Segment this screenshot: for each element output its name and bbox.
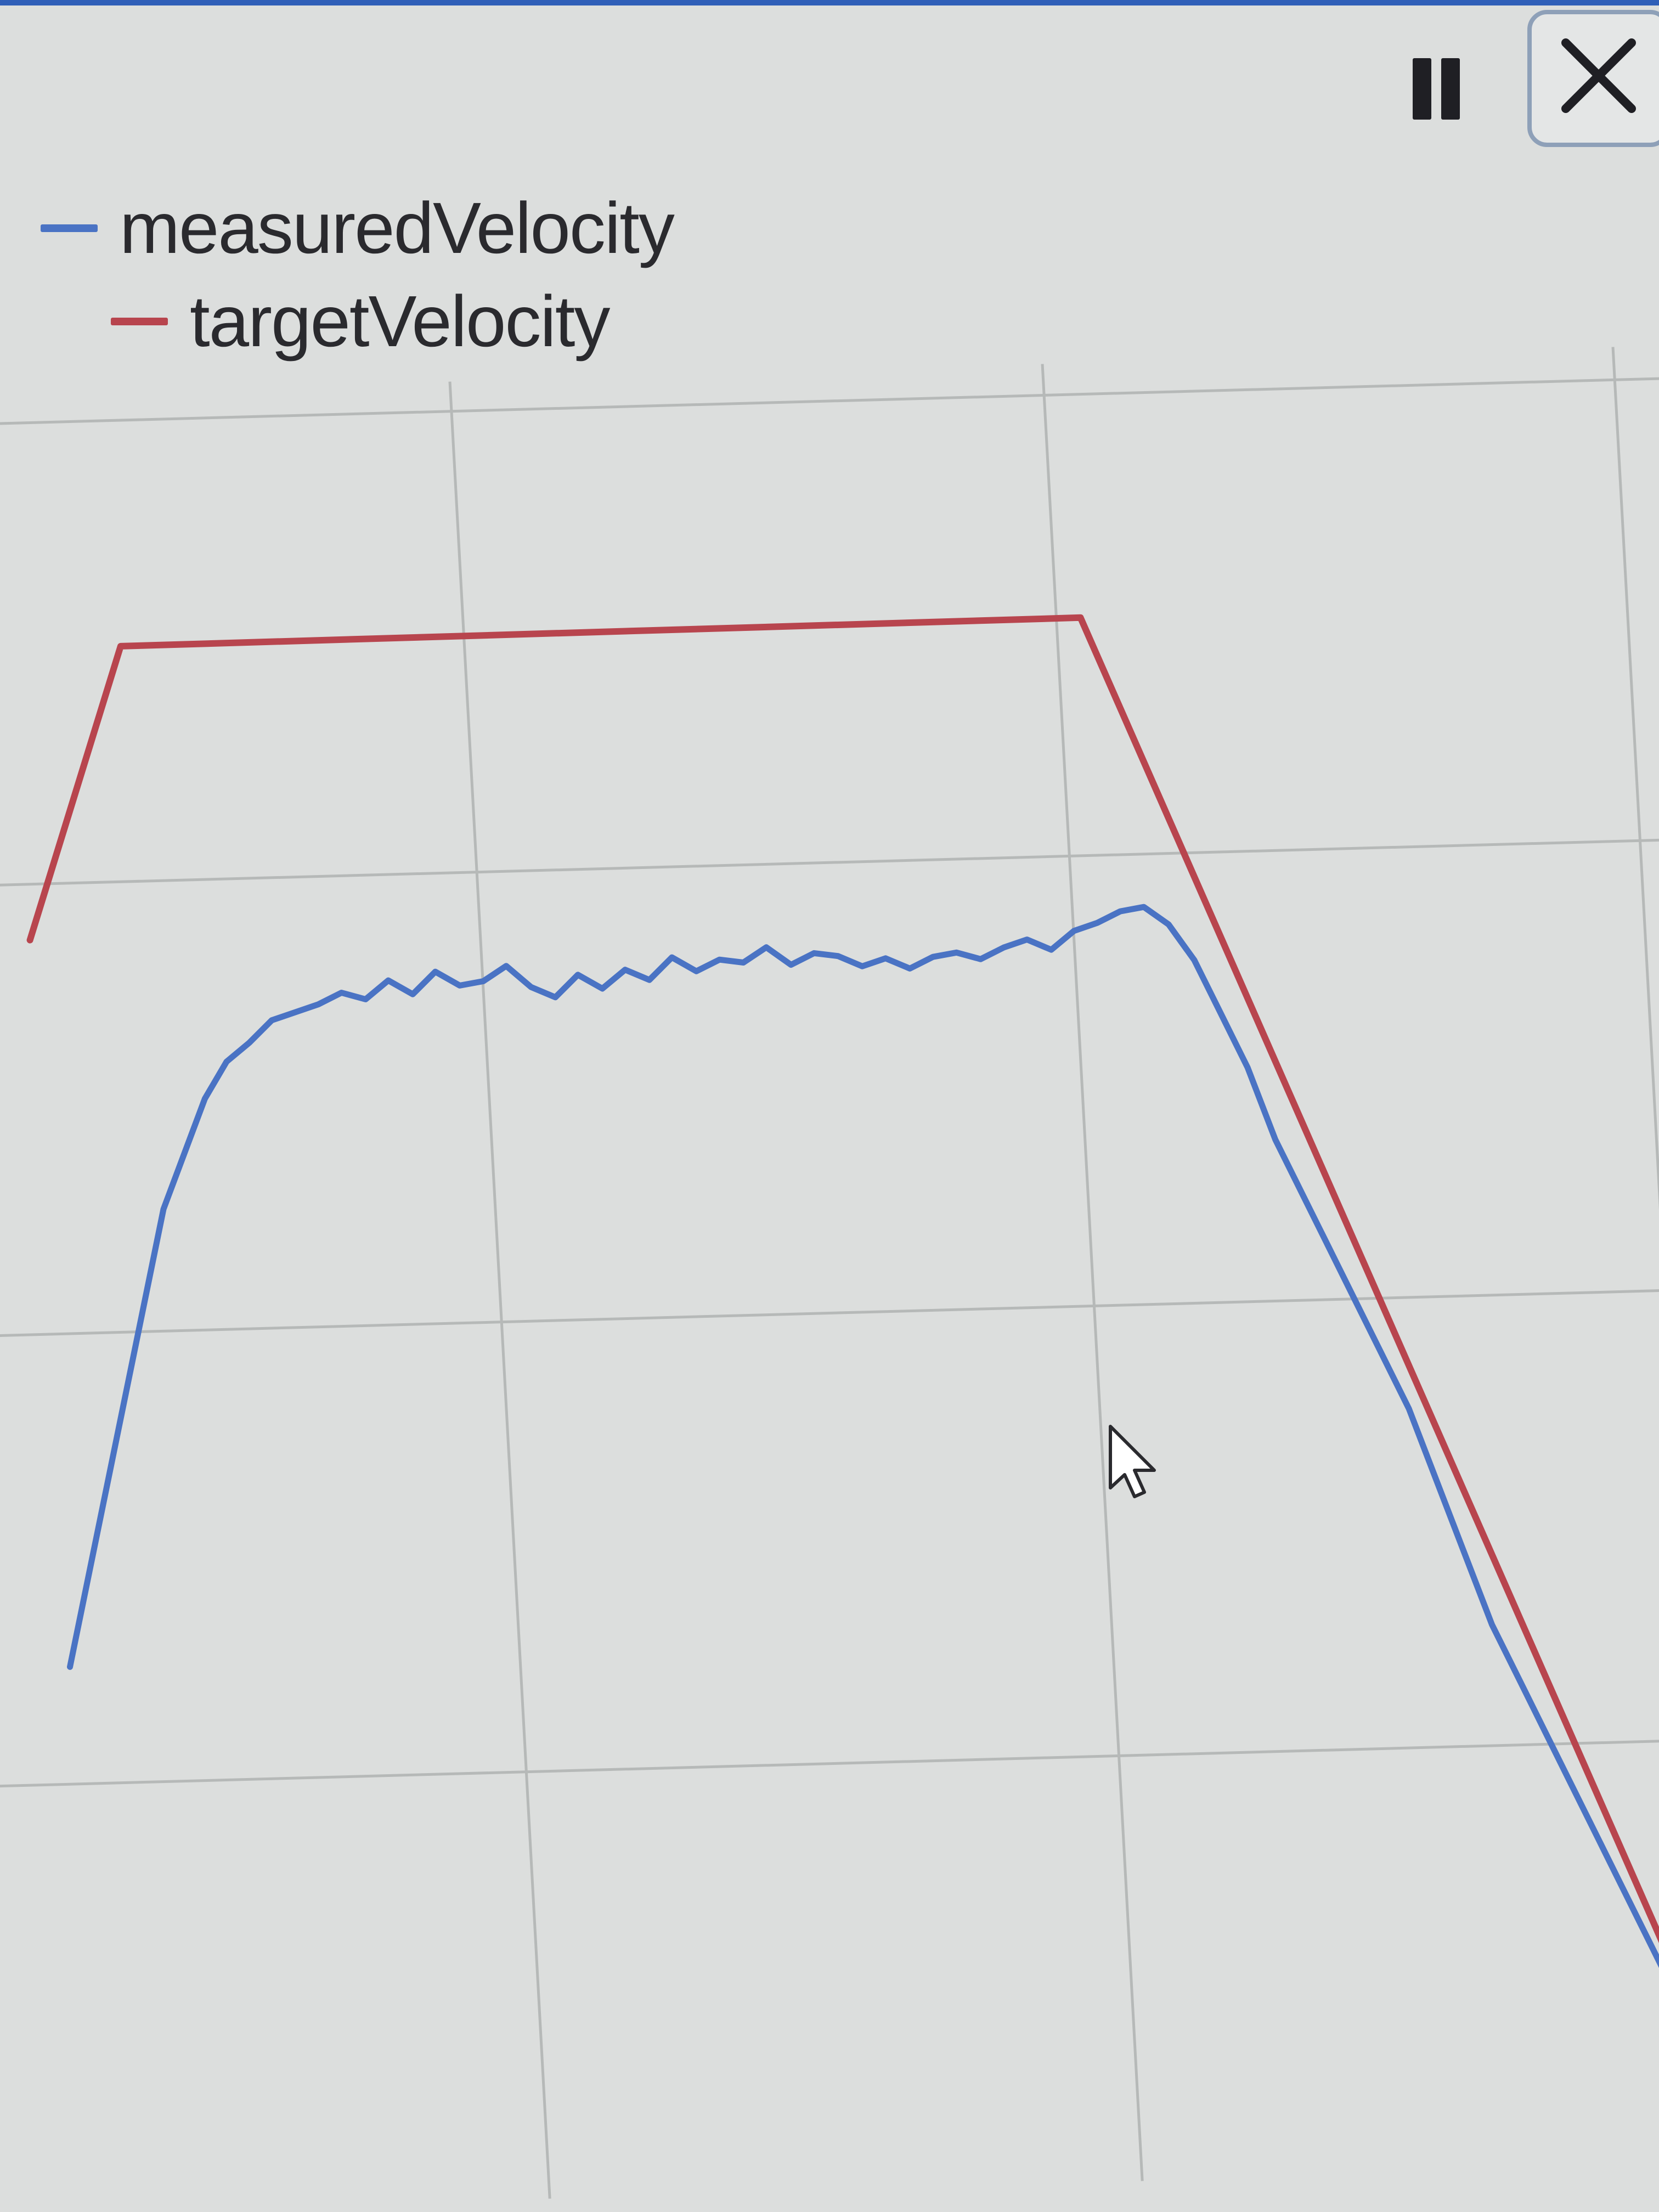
mouse-cursor-icon bbox=[1109, 1425, 1156, 1498]
close-icon bbox=[1561, 38, 1636, 113]
legend-swatch-target-velocity bbox=[111, 317, 168, 325]
series-line-measuredVelocity bbox=[67, 904, 1659, 1968]
legend-item-target-velocity[interactable]: targetVelocity bbox=[111, 280, 610, 363]
grid-line-vertical bbox=[1611, 347, 1659, 1210]
grid-line-horizontal bbox=[0, 838, 1659, 887]
chart-grid bbox=[0, 347, 1659, 2199]
legend-label-measured-velocity: measuredVelocity bbox=[120, 188, 675, 268]
legend-item-measured-velocity[interactable]: measuredVelocity bbox=[41, 187, 675, 269]
close-button[interactable] bbox=[1527, 10, 1659, 147]
window-top-strip bbox=[0, 0, 1659, 5]
grid-line-horizontal bbox=[0, 377, 1659, 425]
pause-button[interactable] bbox=[1398, 50, 1475, 127]
legend-swatch-measured-velocity bbox=[41, 224, 98, 232]
legend-label-target-velocity: targetVelocity bbox=[190, 281, 610, 362]
pause-icon-bar bbox=[1441, 58, 1460, 120]
pause-icon bbox=[1413, 58, 1431, 120]
grid-line-vertical bbox=[1041, 364, 1144, 2181]
series-line-targetVelocity bbox=[26, 614, 1659, 1944]
grid-line-horizontal bbox=[0, 1289, 1659, 1337]
chart-series bbox=[26, 614, 1659, 1968]
grid-line-horizontal bbox=[0, 1740, 1659, 1788]
grid-line-vertical bbox=[448, 381, 551, 2199]
